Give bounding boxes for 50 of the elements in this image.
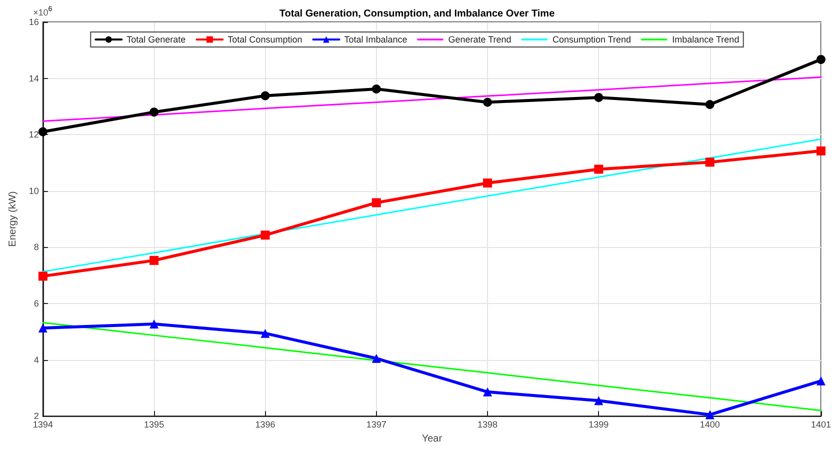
point	[260, 230, 270, 240]
y-axis-title: Energy (kW)	[8, 191, 18, 247]
point	[150, 256, 159, 265]
x-tick-label: 1396	[255, 420, 276, 430]
y-tick-label: 6	[34, 298, 39, 308]
x-tick-label: 1398	[478, 420, 498, 430]
point	[372, 84, 381, 94]
point	[372, 354, 381, 363]
point	[150, 108, 159, 117]
y-tick-label: 2	[34, 411, 39, 422]
legend-label: Consumption Trend	[552, 34, 631, 44]
point	[483, 178, 492, 188]
point	[38, 272, 48, 281]
x-tick-label: 1395	[144, 420, 164, 430]
legend-label: Generate Trend	[448, 34, 512, 44]
x-tick-label: 1400	[700, 420, 720, 430]
point	[38, 323, 48, 332]
legend-label: Total Consumption	[228, 34, 302, 44]
point	[483, 387, 492, 396]
point	[816, 146, 826, 156]
x-tick-label: 1401	[810, 420, 832, 430]
point	[705, 100, 714, 109]
x-tick-label: 1397	[366, 420, 386, 430]
point	[594, 164, 604, 174]
point	[150, 320, 159, 329]
legend-label: Total Generate	[126, 34, 186, 44]
y-tick-label: 4	[34, 354, 39, 365]
x-tick-label: 1394	[32, 420, 53, 430]
point	[816, 54, 826, 64]
y-tick-label: 14	[28, 73, 39, 84]
point	[260, 91, 270, 100]
legend-label: Total Imbalance	[344, 34, 408, 44]
point	[483, 98, 492, 107]
point	[705, 410, 714, 420]
x-tick-label: 1399	[588, 420, 609, 430]
x-axis-title: Year	[422, 434, 443, 444]
legend-label: Imbalance Trend	[672, 34, 740, 44]
line-series	[42, 76, 822, 122]
point	[594, 396, 604, 406]
point	[816, 376, 826, 386]
y-tick-label: 8	[34, 242, 39, 252]
y-tick-label: 10	[28, 186, 39, 196]
chart-title: Total Generation, Consumption, and Imbalance Over Time	[279, 8, 556, 20]
point	[38, 127, 48, 136]
y-tick-label: 12	[28, 130, 39, 140]
y-tick-label: 16	[28, 17, 39, 27]
point	[705, 158, 714, 167]
point	[372, 198, 381, 208]
point	[260, 328, 270, 338]
point	[594, 92, 604, 102]
